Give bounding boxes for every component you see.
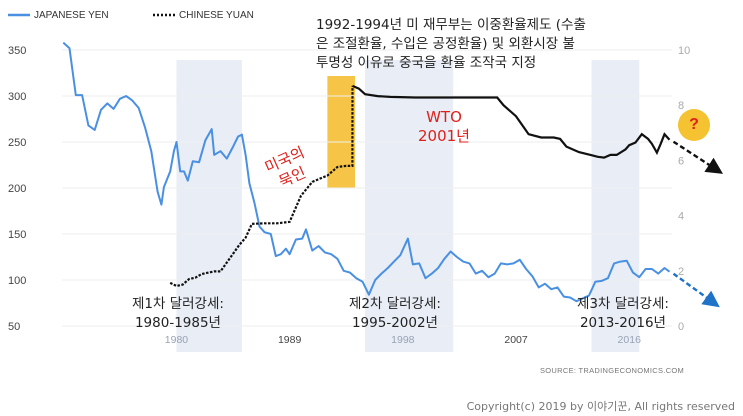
x-tick-label: 2007: [504, 334, 528, 346]
y-right-tick-label: 0: [678, 321, 684, 333]
y-right-tick-label: 10: [678, 45, 690, 57]
series-lines: [62, 41, 671, 303]
annotation-dollar-3-line-2: 2013-2016년: [579, 315, 666, 331]
manipulator-highlight-band: [327, 76, 356, 188]
y-left-tick-label: 150: [8, 229, 26, 241]
strong-dollar-band-1: [176, 60, 242, 352]
y-right-tick-label: 4: [678, 211, 684, 223]
y-left-tick-label: 200: [8, 183, 26, 195]
legend-label-yuan: CHINESE YUAN: [179, 10, 254, 21]
x-axis-ticks: 1980 1989 1998 2007 2016: [165, 334, 641, 346]
source-note: SOURCE: TRADINGECONOMICS.COM: [540, 366, 685, 375]
x-tick-label: 1980: [165, 334, 189, 346]
y-axis-left-ticks: 350 300 250 200 150 100 50: [8, 45, 26, 333]
annotation-dollar-1-line-2: 1980-1985년: [134, 315, 221, 331]
annotation-wto: WTO 2001년: [418, 108, 470, 146]
annotation-wto-line-2: 2001년: [418, 127, 470, 145]
series-line-yuan: [352, 84, 671, 159]
y-right-tick-label: 6: [678, 155, 684, 167]
copyright-note: Copyright(c) 2019 by 이야기꾼, All rights re…: [466, 400, 735, 413]
legend-label-yen: JAPANESE YEN: [34, 10, 109, 21]
annotation-manipulator: 1992-1994년 미 재무부는 이중환율제도 (수출 은 조절환율, 수입은…: [316, 16, 586, 73]
annotation-wto-line-1: WTO: [426, 108, 462, 126]
y-left-tick-label: 250: [8, 137, 26, 149]
annotation-dollar-3: 제3차 달러강세: 2013-2016년: [577, 295, 669, 333]
shaded-periods: [176, 60, 640, 352]
y-left-tick-label: 100: [8, 275, 26, 287]
series-line-yuan-dotted: [169, 85, 354, 288]
x-tick-label: 1989: [278, 334, 302, 346]
y-right-tick-label: 8: [678, 100, 684, 112]
y-left-tick-label: 50: [8, 321, 20, 333]
series-line-yen: [62, 41, 671, 303]
annotation-manipulator-line-2: 은 조절환율, 수입은 공정환율) 및 외환시장 불: [316, 36, 575, 52]
annotation-dollar-1-line-1: 제1차 달러강세:: [132, 296, 224, 312]
y-left-tick-label: 350: [8, 45, 26, 57]
annotation-dollar-3-line-1: 제3차 달러강세:: [577, 296, 669, 312]
x-tick-label: 1998: [391, 334, 415, 346]
annotation-manipulator-line-1: 1992-1994년 미 재무부는 이중환율제도 (수출: [316, 17, 586, 33]
question-mark-badge: ?: [678, 109, 710, 141]
trend-arrow-yen: [672, 272, 720, 308]
y-right-tick-label: 2: [678, 266, 684, 278]
strong-dollar-band-2: [365, 60, 454, 352]
trend-arrow-yuan: [672, 140, 724, 174]
trend-arrows: [672, 140, 724, 308]
y-left-tick-label: 300: [8, 91, 26, 103]
annotation-dollar-2-line-2: 1995-2002년: [351, 315, 438, 331]
annotation-dollar-2-line-1: 제2차 달러강세:: [349, 296, 441, 312]
y-axis-right-ticks: 10 8 6 4 2 0: [678, 45, 690, 333]
annotation-manipulator-line-3: 투명성 이유로 중국을 환율 조작국 지정: [316, 55, 537, 71]
x-tick-label: 2016: [618, 334, 642, 346]
annotation-dollar-2: 제2차 달러강세: 1995-2002년: [349, 295, 441, 333]
annotation-dollar-1: 제1차 달러강세: 1980-1985년: [132, 295, 224, 333]
grid-lines: [62, 49, 672, 327]
strong-dollar-band-3: [591, 60, 640, 352]
